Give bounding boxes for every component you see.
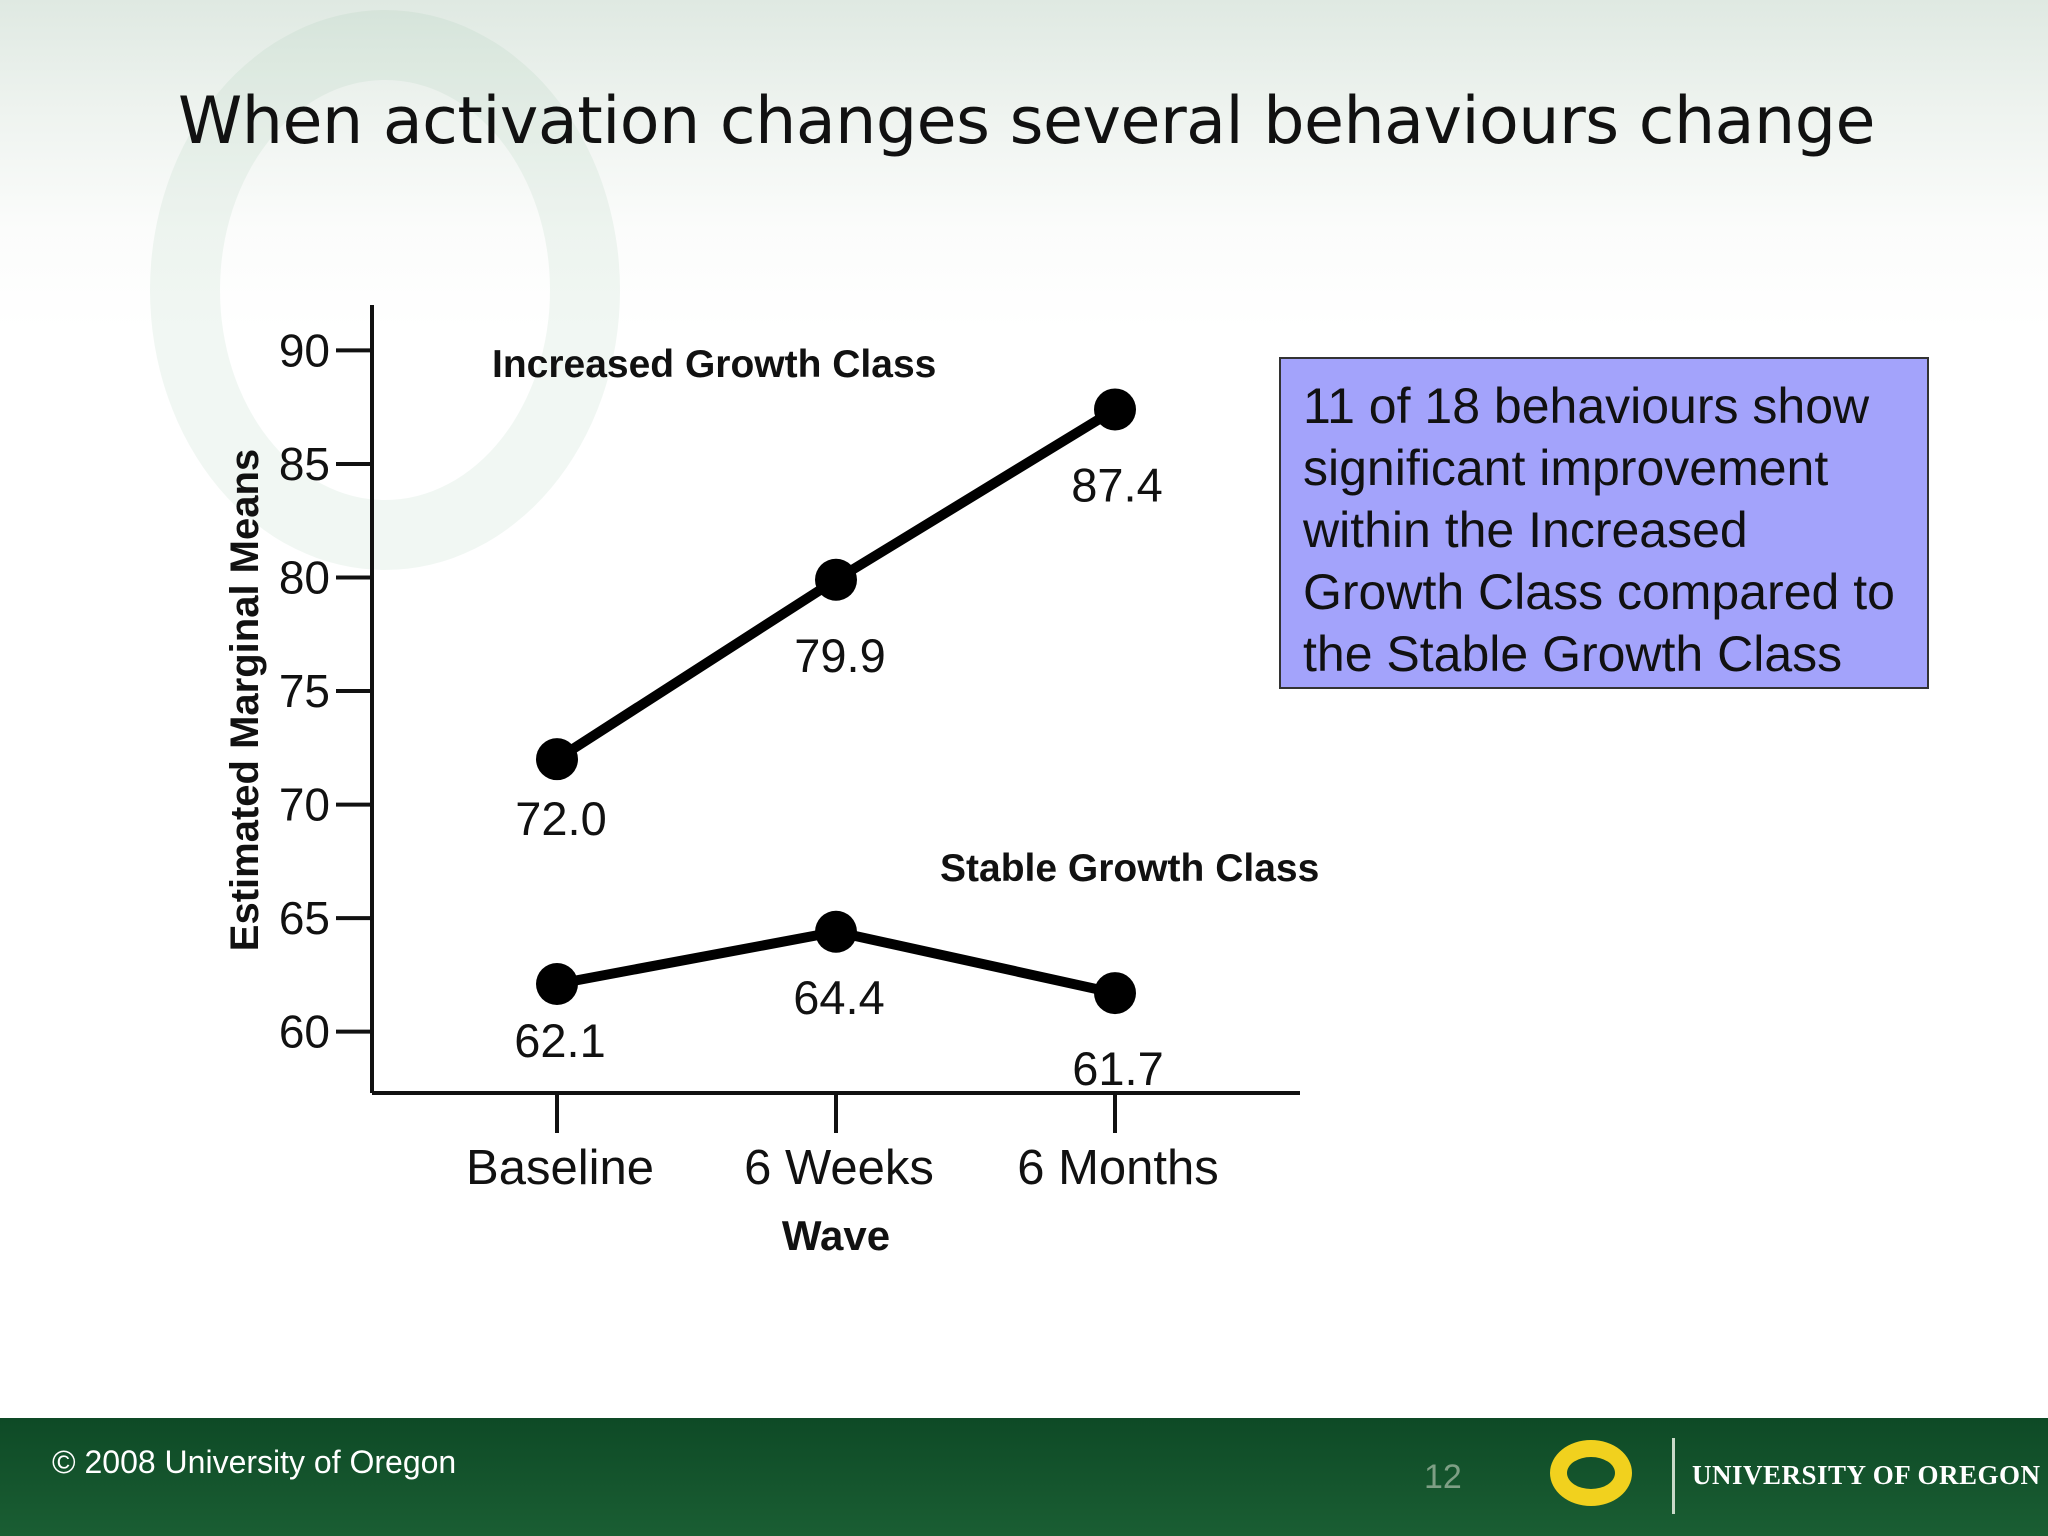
- data-label: 79.9: [794, 629, 885, 682]
- data-point: [1094, 972, 1136, 1015]
- y-tick-label: 80: [279, 552, 330, 604]
- x-tick-label: Baseline: [466, 1141, 654, 1195]
- footer-bar: © 2008 University of Oregon 12 UNIVERSIT…: [0, 1418, 2048, 1536]
- data-point: [536, 738, 578, 781]
- series-name-label: Stable Growth Class: [940, 847, 1319, 890]
- slide-title: When activation changes several behaviou…: [178, 84, 1875, 159]
- y-tick-label: 90: [279, 324, 330, 376]
- callout-text: 11 of 18 behaviours show significant imp…: [1303, 378, 1895, 682]
- data-point: [815, 558, 857, 601]
- logo-divider: [1672, 1438, 1675, 1514]
- x-tick-label: 6 Weeks: [744, 1141, 934, 1195]
- data-label: 72.0: [515, 792, 606, 845]
- y-tick-label: 60: [279, 1006, 330, 1058]
- page-number: 12: [1424, 1458, 1462, 1496]
- data-point: [536, 962, 578, 1005]
- data-label: 62.1: [514, 1014, 605, 1067]
- y-axis-label: Estimated Marginal Means: [223, 449, 267, 951]
- data-point: [1094, 388, 1136, 431]
- data-point: [815, 910, 857, 953]
- x-axis-label: Wave: [782, 1212, 890, 1259]
- y-tick-label: 70: [279, 779, 330, 831]
- callout-box: 11 of 18 behaviours show significant imp…: [1279, 357, 1929, 689]
- data-label: 64.4: [793, 971, 884, 1024]
- y-tick-label: 75: [279, 665, 330, 717]
- series-name-label: Increased Growth Class: [492, 343, 936, 386]
- copyright-text: © 2008 University of Oregon: [52, 1444, 457, 1480]
- oregon-o-logo-icon: [1550, 1440, 1632, 1506]
- line-chart: 60 65 70 75 80 85 90 Baseline 6 Weeks 6 Months 7…: [223, 305, 1319, 1259]
- university-wordmark: UNIVERSITY OF OREGON: [1692, 1460, 2041, 1490]
- data-label: 87.4: [1071, 458, 1162, 511]
- data-label: 61.7: [1072, 1042, 1163, 1095]
- y-tick-label: 85: [279, 438, 330, 490]
- y-tick-label: 65: [279, 892, 330, 944]
- x-tick-label: 6 Months: [1017, 1141, 1219, 1195]
